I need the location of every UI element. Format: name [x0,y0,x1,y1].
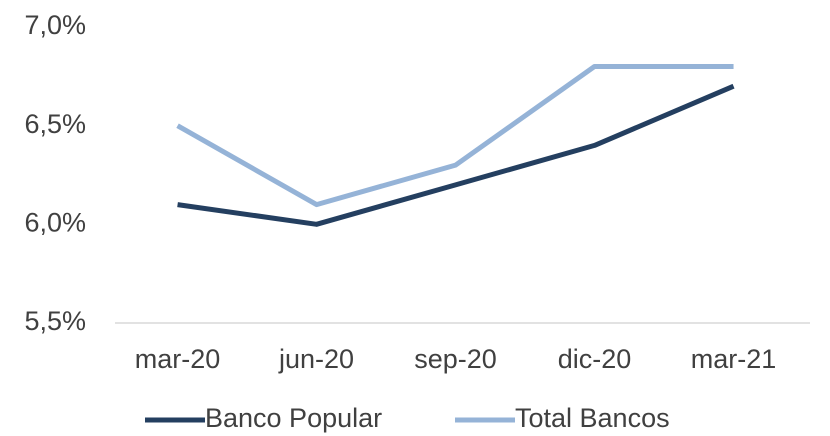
y-tick-label: 7,0% [24,10,86,40]
x-tick-label: jun-20 [278,344,354,374]
legend-label: Banco Popular [205,403,382,433]
x-tick-label: mar-21 [691,344,777,374]
x-tick-label: sep-20 [414,344,497,374]
line [176,63,734,208]
legend-label: Total Bancos [515,403,670,433]
y-tick-label: 5,5% [24,306,86,336]
y-tick-label: 6,5% [24,109,86,139]
line [177,83,735,227]
y-tick-label: 6,0% [24,207,86,237]
x-tick-label: dic-20 [558,344,632,374]
x-tick-label: mar-20 [135,344,221,374]
